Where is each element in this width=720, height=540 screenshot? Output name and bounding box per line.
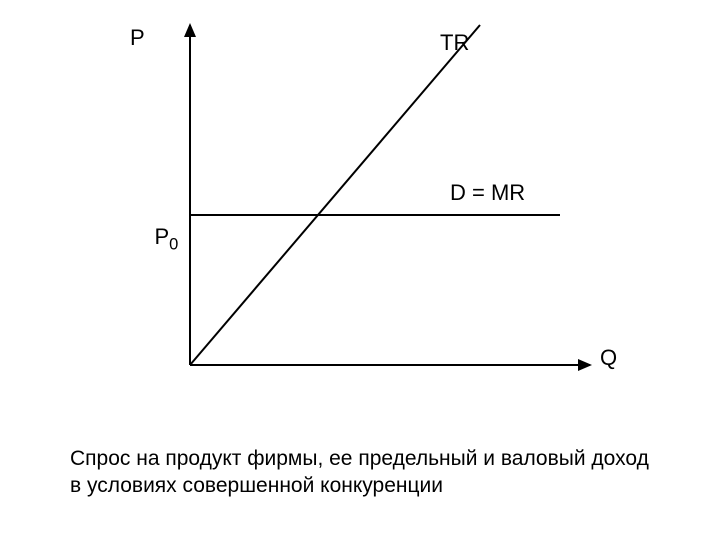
p0-base: P [154,224,169,249]
x-axis-label: Q [600,345,617,371]
p0-subscript: 0 [169,235,178,253]
chart-caption: Спрос на продукт фирмы, ее предельный и … [70,445,660,500]
tr-label: TR [440,30,469,56]
y-axis-label: P [130,25,145,51]
economics-chart: P Q TR D = MR P0 Спрос на продукт фирмы,… [0,0,720,540]
d-mr-label: D = MR [450,180,525,206]
p0-label: P0 [130,198,178,280]
tr-line [190,25,480,365]
